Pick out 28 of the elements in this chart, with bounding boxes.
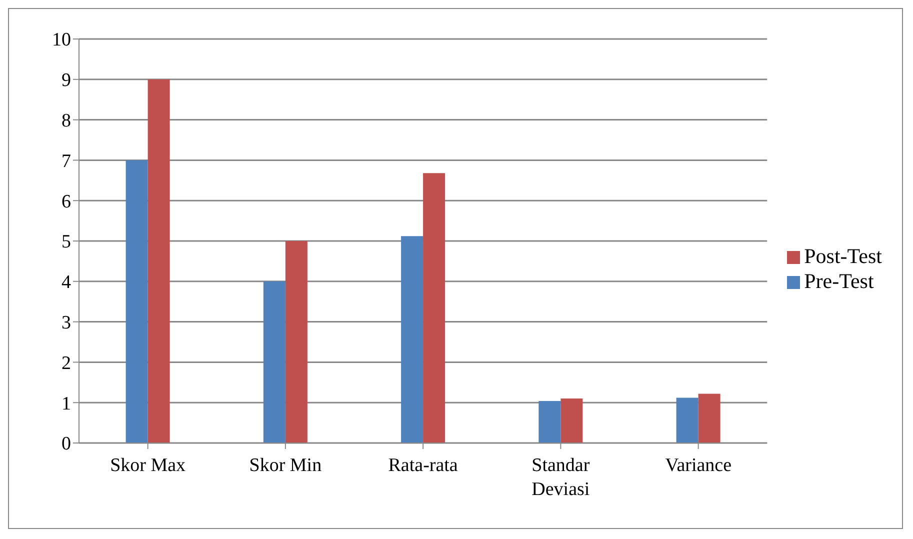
y-tick-label: 5 xyxy=(62,232,71,253)
y-tick-label: 9 xyxy=(62,70,71,92)
bar xyxy=(560,398,583,443)
legend-label: Pre-Test xyxy=(804,268,874,292)
bar xyxy=(263,281,286,443)
bar xyxy=(698,394,720,443)
x-tick-label: Skor Min xyxy=(249,455,322,476)
x-tick-label: Skor Max xyxy=(110,455,186,476)
legend-label: Post-Test xyxy=(804,244,882,268)
bar xyxy=(538,400,561,443)
x-tick-label: Rata-rata xyxy=(388,455,458,476)
bar xyxy=(285,241,308,443)
y-tick-label: 6 xyxy=(62,191,71,212)
bar xyxy=(126,160,148,443)
y-tick-label: 7 xyxy=(62,150,71,172)
bar xyxy=(148,79,170,443)
bar xyxy=(676,398,698,443)
bar xyxy=(401,236,424,443)
x-tick-label: Standar Deviasi xyxy=(532,455,590,500)
y-tick-label: 2 xyxy=(62,352,71,374)
x-tick-label: Variance xyxy=(665,455,732,476)
y-tick-label: 1 xyxy=(62,393,71,414)
bar xyxy=(423,173,446,443)
y-tick-label: 10 xyxy=(52,30,71,51)
y-tick-label: 0 xyxy=(62,434,71,455)
y-tick-label: 4 xyxy=(62,272,72,294)
y-tick-label: 8 xyxy=(62,110,71,132)
y-tick-label: 3 xyxy=(62,312,71,334)
